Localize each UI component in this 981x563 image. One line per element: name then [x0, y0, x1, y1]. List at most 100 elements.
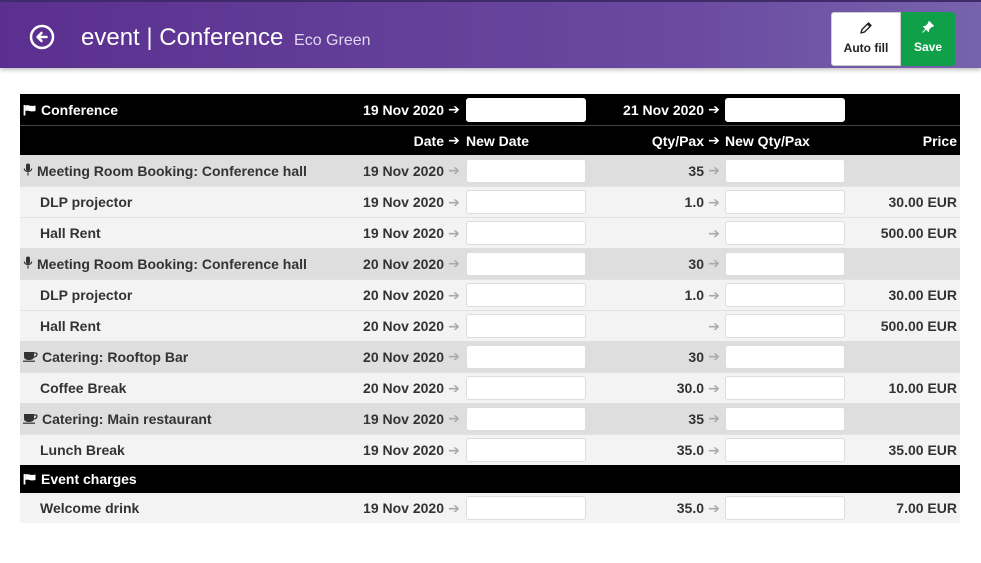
arrow-right-icon: ➔: [448, 348, 460, 364]
new-date-input[interactable]: [466, 438, 586, 462]
row-name: DLP projector: [40, 287, 133, 303]
new-qty-input[interactable]: [725, 376, 845, 400]
arrow-right-icon: ➔: [708, 101, 720, 117]
arrow-right-icon: ➔: [708, 317, 720, 334]
new-date-cell: [466, 311, 586, 341]
row-name-cell: Welcome drink: [40, 493, 139, 523]
row-name-cell: Hall Rent: [40, 218, 101, 248]
group-row: Meeting Room Booking: Conference hall 19 …: [20, 155, 960, 186]
col-date: Date: [413, 132, 444, 149]
new-qty-input[interactable]: [725, 406, 845, 431]
new-qty-input[interactable]: [725, 251, 845, 276]
coffee-cup-icon: [23, 411, 38, 427]
new-date-input[interactable]: [466, 251, 586, 276]
event-name-cell: Conference: [23, 94, 118, 125]
row-date: 20 Nov 2020: [363, 380, 444, 396]
column-header-row: Date ➔ New Date Qty/Pax ➔ New Qty/Pax Pr…: [20, 125, 960, 155]
microphone-icon: [23, 256, 33, 272]
row-name: Hall Rent: [40, 225, 101, 241]
new-date-cell: [466, 218, 586, 248]
arrow-right-icon: ➔: [448, 379, 460, 396]
row-qty: 30.0: [676, 380, 704, 396]
col-new-qty: New Qty/Pax: [725, 132, 810, 149]
new-date-input[interactable]: [466, 376, 586, 400]
group-row: Meeting Room Booking: Conference hall 20 …: [20, 248, 960, 279]
new-date-cell: [466, 435, 586, 465]
new-date-input[interactable]: [466, 314, 586, 338]
new-qty-cell: [725, 280, 845, 310]
arrow-right-icon: ➔: [708, 193, 720, 210]
new-qty-input[interactable]: [725, 221, 845, 245]
arrow-right-icon: ➔: [448, 132, 460, 148]
new-qty-input[interactable]: [725, 283, 845, 307]
event-new-date-from-cell: [466, 94, 586, 125]
new-date-input[interactable]: [466, 190, 586, 214]
item-row: DLP projector 19 Nov 2020 ➔ 1.0 ➔ 30.00 EUR: [20, 186, 960, 217]
event-new-date-to-cell: [725, 94, 845, 125]
row-name: Meeting Room Booking: Conference hall: [37, 255, 307, 272]
new-date-input[interactable]: [466, 158, 586, 183]
row-price: 30.00 EUR: [888, 194, 957, 210]
arrow-right-icon: ➔: [708, 224, 720, 241]
col-qty: Qty/Pax: [651, 132, 704, 149]
row-name-cell: Coffee Break: [40, 373, 126, 403]
new-date-from-input[interactable]: [466, 97, 586, 122]
back-arrow-circle-icon[interactable]: [29, 24, 55, 50]
row-price: 7.00 EUR: [896, 500, 957, 516]
row-qty: 35: [688, 410, 704, 427]
new-date-cell: [466, 280, 586, 310]
new-qty-input[interactable]: [725, 158, 845, 183]
item-row: Welcome drink 19 Nov 2020 ➔ 35.0 ➔ 7.00 EUR: [20, 493, 960, 523]
item-row: Lunch Break 19 Nov 2020 ➔ 35.0 ➔ 35.00 EUR: [20, 434, 960, 465]
arrow-right-icon: ➔: [448, 101, 460, 117]
event-header-row: Conference 19 Nov 2020 ➔ 21 Nov 2020 ➔: [20, 94, 960, 125]
new-date-input[interactable]: [466, 221, 586, 245]
new-qty-input[interactable]: [725, 314, 845, 338]
row-name-cell: Lunch Break: [40, 435, 125, 465]
arrow-right-icon: ➔: [708, 441, 720, 458]
pin-icon: [922, 21, 934, 33]
row-date: 20 Nov 2020: [363, 348, 444, 365]
new-qty-cell: [725, 218, 845, 248]
arrow-right-icon: ➔: [708, 499, 720, 516]
row-qty: 35.0: [676, 442, 704, 458]
new-qty-input[interactable]: [725, 190, 845, 214]
arrow-right-icon: ➔: [708, 132, 720, 148]
arrow-right-icon: ➔: [708, 379, 720, 396]
event-date-from: 19 Nov 2020: [363, 101, 444, 118]
event-date-to: 21 Nov 2020: [623, 101, 704, 118]
new-date-cell: [466, 187, 586, 217]
new-qty-input[interactable]: [725, 496, 845, 520]
pencil-icon: [860, 22, 872, 34]
new-qty-input[interactable]: [725, 438, 845, 462]
new-qty-input[interactable]: [725, 344, 845, 369]
arrow-right-icon: ➔: [448, 410, 460, 426]
arrow-right-icon: ➔: [448, 499, 460, 516]
new-date-to-input[interactable]: [725, 97, 845, 122]
new-qty-cell: [725, 341, 845, 372]
flag-icon: [23, 104, 36, 115]
row-name-cell: Catering: Rooftop Bar: [23, 341, 188, 372]
item-row: Hall Rent 19 Nov 2020 ➔ ➔ 500.00 EUR: [20, 217, 960, 248]
row-qty: 30: [688, 348, 704, 365]
group-row: Catering: Rooftop Bar 20 Nov 2020 ➔ 30 ➔: [20, 341, 960, 372]
row-date: 20 Nov 2020: [363, 287, 444, 303]
row-name: Hall Rent: [40, 318, 101, 334]
new-qty-cell: [725, 493, 845, 523]
row-name: Catering: Main restaurant: [42, 410, 212, 427]
row-qty: 1.0: [684, 194, 704, 210]
row-price: 30.00 EUR: [888, 287, 957, 303]
new-date-cell: [466, 155, 586, 186]
save-button[interactable]: Save: [901, 12, 955, 66]
auto-fill-button[interactable]: Auto fill: [831, 12, 901, 66]
row-name-cell: DLP projector: [40, 280, 132, 310]
new-date-cell: [466, 341, 586, 372]
rows-container: Meeting Room Booking: Conference hall 19 …: [20, 155, 960, 465]
new-date-input[interactable]: [466, 496, 586, 520]
new-date-cell: [466, 248, 586, 279]
new-date-input[interactable]: [466, 283, 586, 307]
new-date-input[interactable]: [466, 406, 586, 431]
arrow-right-icon: ➔: [448, 441, 460, 458]
new-date-input[interactable]: [466, 344, 586, 369]
page-subtitle: Eco Green: [294, 32, 371, 49]
